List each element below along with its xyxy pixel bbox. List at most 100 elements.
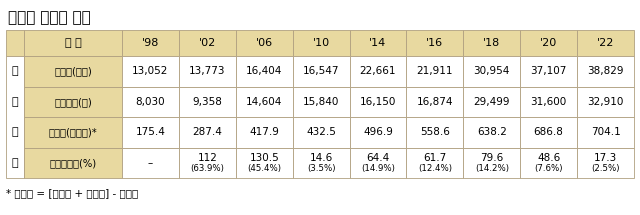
Bar	[6, 30, 24, 56]
Text: 704.1: 704.1	[591, 127, 620, 137]
Text: 31,600: 31,600	[531, 97, 567, 107]
Text: 사: 사	[12, 97, 19, 107]
Bar	[520, 117, 577, 147]
Bar	[236, 86, 292, 117]
Text: 61.7: 61.7	[423, 153, 447, 163]
Bar	[236, 147, 292, 178]
Bar	[520, 56, 577, 86]
Text: 48.6: 48.6	[537, 153, 560, 163]
Bar	[463, 56, 520, 86]
Text: (63.9%): (63.9%)	[190, 164, 224, 173]
Text: 15,840: 15,840	[303, 97, 339, 107]
Text: 9,358: 9,358	[193, 97, 222, 107]
Bar	[406, 56, 463, 86]
Bar	[122, 147, 179, 178]
Bar	[349, 86, 406, 117]
Bar	[463, 117, 520, 147]
Text: 연 도: 연 도	[65, 38, 81, 48]
Text: 29,499: 29,499	[474, 97, 510, 107]
Text: '02: '02	[198, 38, 216, 48]
Text: 유통량증감(%): 유통량증감(%)	[49, 158, 97, 168]
Text: 79.6: 79.6	[480, 153, 504, 163]
Text: 21,911: 21,911	[417, 66, 453, 76]
Text: 175.4: 175.4	[136, 127, 165, 137]
Text: '98: '98	[141, 38, 159, 48]
Bar	[577, 147, 634, 178]
Text: 과: 과	[12, 158, 19, 168]
Bar	[577, 30, 634, 56]
Text: 조: 조	[12, 66, 19, 76]
Bar	[292, 147, 349, 178]
Text: (14.2%): (14.2%)	[475, 164, 509, 173]
Text: 32,910: 32,910	[588, 97, 624, 107]
Text: * 유통량 = [제조량 + 수입량] - 수출량: * 유통량 = [제조량 + 수입량] - 수출량	[6, 188, 138, 198]
Bar	[122, 86, 179, 117]
Text: 13,773: 13,773	[189, 66, 225, 76]
Bar	[577, 86, 634, 117]
Text: 130.5: 130.5	[250, 153, 279, 163]
Text: (2.5%): (2.5%)	[591, 164, 620, 173]
Text: '16: '16	[426, 38, 444, 48]
Bar	[122, 56, 179, 86]
Text: 22,661: 22,661	[360, 66, 396, 76]
Text: (7.6%): (7.6%)	[534, 164, 563, 173]
Text: 30,954: 30,954	[474, 66, 510, 76]
Text: '20: '20	[540, 38, 557, 48]
Bar	[24, 117, 122, 147]
Bar	[292, 117, 349, 147]
Text: 14.6: 14.6	[310, 153, 333, 163]
Bar	[463, 86, 520, 117]
Text: (45.4%): (45.4%)	[247, 164, 281, 173]
Bar	[520, 147, 577, 178]
Text: 558.6: 558.6	[420, 127, 450, 137]
Text: 14,604: 14,604	[246, 97, 282, 107]
Bar	[236, 56, 292, 86]
Bar	[520, 30, 577, 56]
Bar	[349, 117, 406, 147]
Text: '22: '22	[597, 38, 614, 48]
Bar	[406, 30, 463, 56]
Bar	[577, 56, 634, 86]
Bar	[292, 86, 349, 117]
Text: 입체수(개소): 입체수(개소)	[54, 66, 92, 76]
Text: (14.9%): (14.9%)	[361, 164, 395, 173]
Text: 17.3: 17.3	[594, 153, 617, 163]
Text: '06: '06	[255, 38, 273, 48]
Bar	[122, 117, 179, 147]
Bar	[463, 30, 520, 56]
Bar	[179, 147, 236, 178]
Text: 16,547: 16,547	[303, 66, 339, 76]
Text: 686.8: 686.8	[534, 127, 564, 137]
Bar	[349, 147, 406, 178]
Bar	[179, 56, 236, 86]
Text: 496.9: 496.9	[363, 127, 393, 137]
Bar	[520, 86, 577, 117]
Text: (12.4%): (12.4%)	[418, 164, 452, 173]
Text: 16,404: 16,404	[246, 66, 282, 76]
Text: 638.2: 638.2	[477, 127, 507, 137]
Text: 432.5: 432.5	[306, 127, 336, 137]
Text: '14: '14	[369, 38, 387, 48]
Text: 13,052: 13,052	[132, 66, 168, 76]
Text: 화학물질(종): 화학물질(종)	[54, 97, 92, 107]
Bar	[179, 30, 236, 56]
Text: '18: '18	[483, 38, 500, 48]
Text: 287.4: 287.4	[193, 127, 222, 137]
Bar	[236, 117, 292, 147]
Bar	[577, 117, 634, 147]
Text: (3.5%): (3.5%)	[307, 164, 335, 173]
Bar	[292, 56, 349, 86]
Text: 112: 112	[197, 153, 217, 163]
Bar	[179, 117, 236, 147]
Text: 연도별 유통량 현황: 연도별 유통량 현황	[8, 10, 91, 25]
Bar	[406, 117, 463, 147]
Bar	[349, 56, 406, 86]
Bar	[236, 30, 292, 56]
Text: 유통량(백만톤)*: 유통량(백만톤)*	[49, 127, 97, 137]
Bar	[406, 86, 463, 117]
Text: 417.9: 417.9	[250, 127, 279, 137]
Bar	[349, 30, 406, 56]
Bar	[292, 30, 349, 56]
Bar	[24, 147, 122, 178]
Bar	[24, 30, 122, 56]
